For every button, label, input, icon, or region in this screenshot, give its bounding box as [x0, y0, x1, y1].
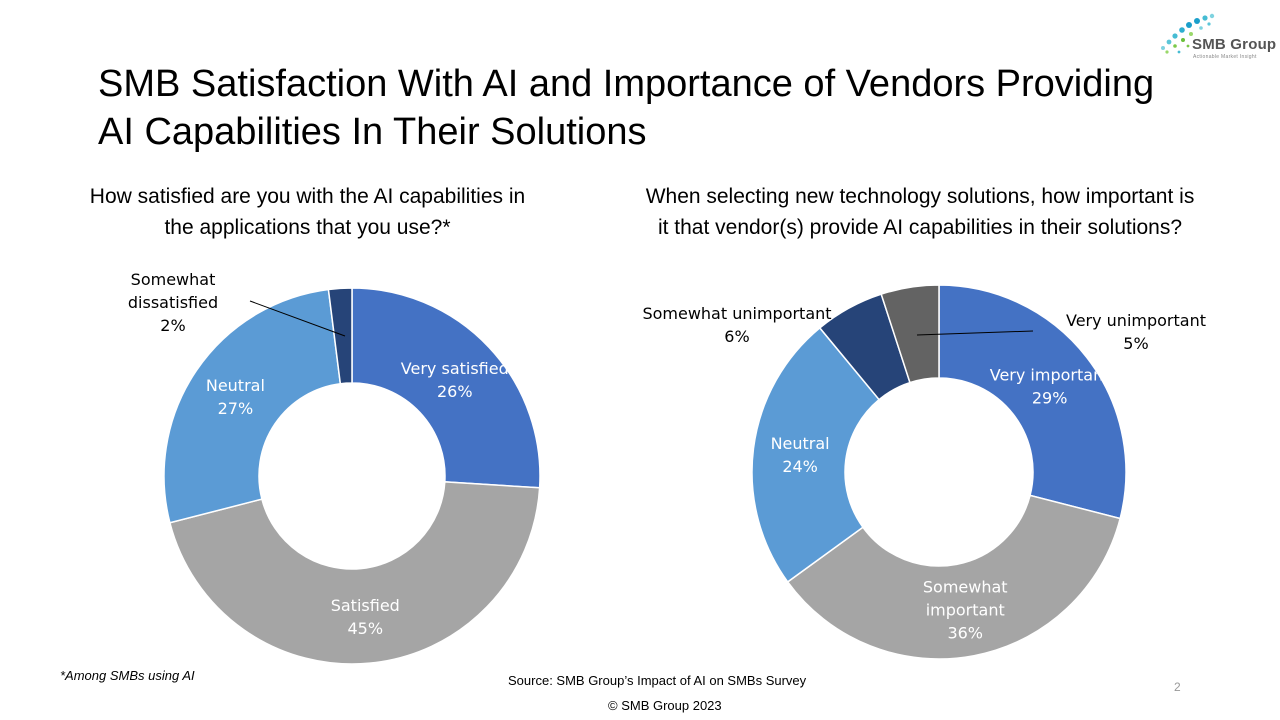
donut-chart-2: Very important 29% Somewhat important 36% Neu… — [642, 284, 1206, 660]
page-number: 2 — [1174, 680, 1181, 694]
chart-2-title: When selecting new technology solutions,… — [590, 181, 1250, 243]
donut-chart-1: Very satisfied 26% Satisfied 45% Neutral 27% S… — [128, 270, 541, 665]
slice-label-1-3: Neutral 27% — [206, 376, 265, 418]
slice-label-1-4: Somewhat dissatisfied 2% — [128, 270, 218, 335]
donut-slice-2-3 — [751, 326, 881, 583]
donut-slice-1-1 — [351, 287, 541, 489]
donut-slice-1-3 — [163, 288, 342, 524]
copyright-note: © SMB Group 2023 — [608, 698, 722, 713]
slice-label-2-2: Somewhat important 36% — [923, 578, 1008, 643]
source-note: Source: SMB Group’s Impact of AI on SMBs… — [508, 673, 807, 688]
logo-tagline: Actionable Market Insight — [1193, 54, 1257, 60]
slide-title-line-1: SMB Satisfaction With AI and Importance … — [98, 63, 1155, 105]
chart-1-title-line-2: the applications that you use?* — [164, 216, 451, 239]
logo-name: SMB Group — [1192, 36, 1277, 53]
slice-label-1-1: Very satisfied 26% — [401, 359, 509, 401]
slide-title-line-2: AI Capabilities In Their Solutions — [98, 111, 647, 153]
donut-slice-1-4 — [327, 287, 353, 385]
slice-label-2-5: Very unimportant 5% — [1066, 311, 1206, 353]
slice-label-2-3: Neutral 24% — [771, 434, 830, 476]
chart-2-title-line-1: When selecting new technology solutions,… — [645, 185, 1195, 208]
smb-group-logo — [1155, 8, 1280, 68]
leader-line-1-4 — [249, 300, 346, 337]
chart-2-title-line-2: it that vendor(s) provide AI capabilitie… — [657, 216, 1183, 239]
donut-slice-2-5 — [880, 284, 940, 384]
chart-1-title: How satisfied are you with the AI capabi… — [40, 181, 575, 243]
footnote: *Among SMBs using AI — [60, 668, 195, 683]
donut-slice-1-2 — [168, 481, 541, 665]
chart-1-title-line-1: How satisfied are you with the AI capabi… — [89, 185, 526, 208]
leader-line-2-5 — [916, 330, 1034, 336]
slice-label-1-2: Satisfied 45% — [331, 596, 400, 638]
donut-slice-2-1 — [938, 284, 1127, 520]
donut-slice-2-2 — [786, 494, 1122, 660]
slide-title: SMB Satisfaction With AI and Importance … — [98, 60, 1198, 156]
slice-label-2-4: Somewhat unimportant 6% — [642, 304, 831, 346]
slice-label-2-1: Very important 29% — [990, 366, 1110, 408]
dots-swirl-icon — [1161, 13, 1215, 54]
